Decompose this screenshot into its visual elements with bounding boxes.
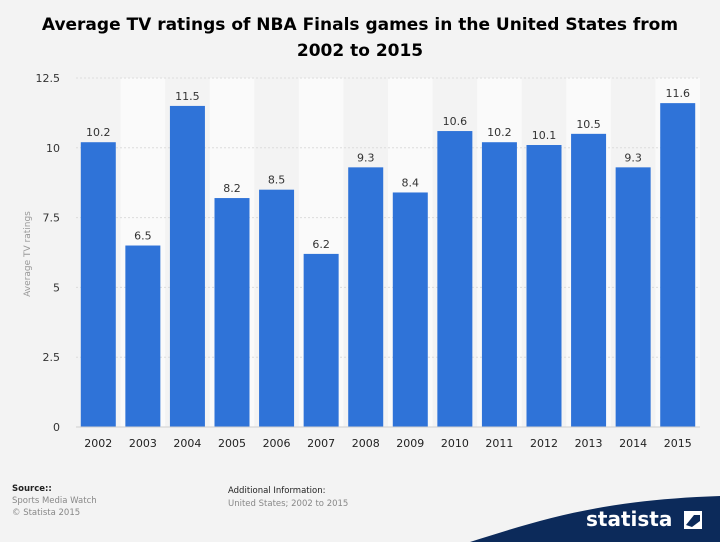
bar xyxy=(571,133,607,427)
x-tick-label: 2012 xyxy=(530,437,558,450)
y-tick-label: 2.5 xyxy=(43,351,61,364)
x-tick-label: 2003 xyxy=(129,437,157,450)
bar xyxy=(80,142,116,427)
x-tick-label: 2014 xyxy=(619,437,647,450)
data-label: 8.2 xyxy=(223,182,241,195)
additional-info-title: Additional Information: xyxy=(228,486,326,496)
data-label: 9.3 xyxy=(624,151,642,164)
bar xyxy=(169,105,205,428)
data-label: 10.6 xyxy=(443,115,468,128)
x-tick-label: 2008 xyxy=(352,437,380,450)
x-tick-label: 2013 xyxy=(575,437,603,450)
x-tick-label: 2015 xyxy=(664,437,692,450)
statista-logo[interactable]: statista xyxy=(586,507,673,531)
data-label: 10.2 xyxy=(487,126,512,139)
source-line: Sports Media Watch xyxy=(12,496,97,506)
bar xyxy=(481,142,517,427)
data-label: 11.6 xyxy=(665,87,690,100)
x-tick-label: 2009 xyxy=(396,437,424,450)
data-label: 10.5 xyxy=(576,118,601,131)
bar xyxy=(437,131,473,427)
bar xyxy=(303,253,339,427)
data-label: 10.1 xyxy=(532,129,557,142)
bar xyxy=(615,167,651,427)
x-tick-label: 2011 xyxy=(485,437,513,450)
bar xyxy=(214,198,250,427)
x-tick-label: 2005 xyxy=(218,437,246,450)
data-label: 6.2 xyxy=(312,238,330,251)
data-label: 10.2 xyxy=(86,126,111,139)
x-tick-label: 2002 xyxy=(84,437,112,450)
bar xyxy=(125,245,161,427)
bar xyxy=(348,167,384,427)
chart-title: Average TV ratings of NBA Finals games i… xyxy=(41,15,679,61)
source-block: Source:: Sports Media Watch © Statista 2… xyxy=(12,483,97,519)
x-tick-label: 2006 xyxy=(263,437,291,450)
data-label: 11.5 xyxy=(175,90,200,103)
y-axis-title: Average TV ratings xyxy=(23,211,33,297)
y-tick-label: 10 xyxy=(46,142,60,155)
bar xyxy=(526,145,562,427)
source-title: Source:: xyxy=(12,484,52,494)
y-tick-label: 5 xyxy=(53,281,60,294)
statista-logo-icon xyxy=(684,511,702,529)
bar xyxy=(392,192,428,427)
x-tick-label: 2007 xyxy=(307,437,335,450)
data-label: 9.3 xyxy=(357,151,375,164)
additional-info-block: Additional Information: United States; 2… xyxy=(228,485,348,511)
data-label: 8.5 xyxy=(268,174,286,187)
y-tick-label: 0 xyxy=(53,421,60,434)
bar-chart: 0 2.5 5 7.5 10 12.5 10.2 2002 6.5 2003 11.5 2004 8.2… xyxy=(36,72,700,450)
data-label: 6.5 xyxy=(134,230,152,243)
bar xyxy=(259,189,295,427)
additional-info-text: United States; 2002 to 2015 xyxy=(228,499,349,509)
bar xyxy=(660,103,696,428)
x-tick-label: 2010 xyxy=(441,437,469,450)
copyright-line: © Statista 2015 xyxy=(12,508,81,518)
y-tick-label: 12.5 xyxy=(36,72,61,85)
data-label: 8.4 xyxy=(402,176,420,189)
y-tick-label: 7.5 xyxy=(43,212,61,225)
x-tick-label: 2004 xyxy=(173,437,201,450)
